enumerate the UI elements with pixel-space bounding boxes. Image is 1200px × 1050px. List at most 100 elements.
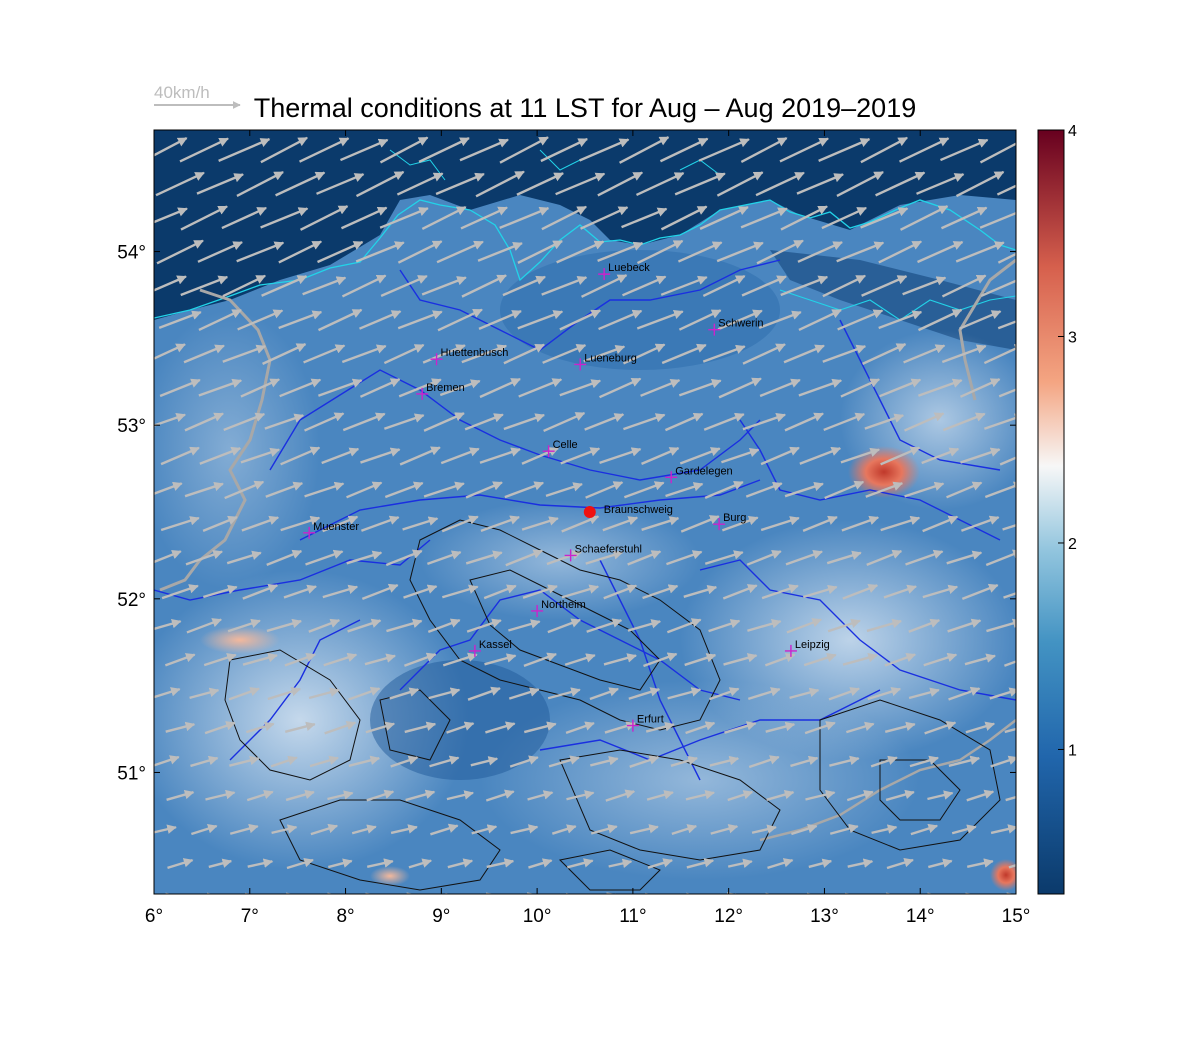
wind-arrow bbox=[721, 516, 759, 532]
wind-arrow bbox=[183, 344, 225, 364]
wind-arrow bbox=[437, 308, 483, 332]
wind-arrow bbox=[685, 721, 716, 735]
wind-arrow bbox=[249, 929, 272, 935]
wind-arrow bbox=[875, 171, 926, 197]
wind-arrow bbox=[724, 721, 757, 734]
wind-arrow bbox=[723, 653, 758, 666]
x-tick-label: 6° bbox=[145, 906, 163, 927]
wind-arrow bbox=[202, 515, 238, 533]
wind-arrow bbox=[348, 686, 381, 701]
wind-arrow bbox=[623, 481, 665, 499]
wind-arrow bbox=[699, 206, 749, 230]
wind-arrow bbox=[483, 584, 517, 600]
wind-arrow bbox=[436, 240, 484, 264]
wind-arrow bbox=[789, 687, 820, 700]
wind-arrow bbox=[965, 721, 996, 734]
wind-arrow bbox=[368, 929, 392, 935]
wind-arrow bbox=[880, 515, 921, 532]
wind-arrow bbox=[870, 755, 898, 768]
wind-arrow bbox=[910, 823, 939, 836]
wind-arrow bbox=[597, 241, 644, 263]
wind-arrow bbox=[599, 447, 642, 465]
wind-arrow bbox=[523, 721, 557, 734]
wind-arrow bbox=[629, 755, 660, 768]
city-marker bbox=[531, 604, 544, 617]
wind-arrow bbox=[871, 824, 898, 835]
wind-arrow bbox=[905, 549, 944, 566]
wind-arrow bbox=[446, 790, 474, 801]
wind-arrow bbox=[359, 378, 401, 398]
map-panel: Luebeck Schwerin Huettenbusch Lueneburg Brem… bbox=[154, 130, 1016, 935]
colorbar-gradient bbox=[1037, 129, 1065, 895]
wind-arrow bbox=[348, 755, 381, 767]
wind-arrow bbox=[961, 515, 1000, 532]
wind-arrow bbox=[628, 687, 661, 700]
wind-arrow bbox=[842, 583, 879, 600]
wind-arrow bbox=[408, 858, 432, 869]
wind-arrow bbox=[227, 618, 261, 633]
wind-arrow bbox=[197, 241, 243, 263]
wind-arrow bbox=[304, 412, 345, 432]
wind-arrow bbox=[460, 206, 508, 230]
site-label: Braunschweig bbox=[604, 504, 673, 516]
wind-arrow bbox=[328, 858, 353, 869]
wind-arrow bbox=[196, 173, 244, 195]
wind-arrow bbox=[559, 309, 602, 331]
wind-arrow bbox=[342, 412, 386, 432]
wind-arrow bbox=[486, 858, 515, 869]
wind-arrow bbox=[528, 858, 553, 869]
wind-arrow bbox=[465, 550, 503, 565]
wind-arrow bbox=[540, 137, 588, 163]
wind-arrow bbox=[742, 413, 786, 431]
wind-arrow bbox=[154, 481, 183, 495]
wind-arrow bbox=[810, 929, 831, 935]
wind-arrow bbox=[278, 310, 323, 330]
wind-arrow bbox=[640, 378, 681, 397]
wind-arrow bbox=[990, 755, 1016, 768]
map-frame bbox=[153, 129, 1017, 895]
wind-arrow bbox=[427, 618, 461, 634]
wind-arrow bbox=[310, 823, 339, 836]
wind-arrow bbox=[941, 344, 987, 364]
wind-arrow bbox=[365, 721, 396, 734]
wind-arrow bbox=[899, 137, 950, 163]
city-label: Celle bbox=[553, 439, 578, 451]
wind-arrow bbox=[351, 824, 377, 835]
wind-arrow bbox=[709, 687, 740, 701]
wind-arrow bbox=[866, 549, 903, 566]
wind-arrow bbox=[516, 172, 564, 196]
wind-arrow bbox=[324, 720, 357, 735]
wind-arrow bbox=[685, 789, 715, 801]
wind-arrow bbox=[240, 378, 280, 398]
wind-arrow bbox=[547, 618, 582, 634]
wind-arrow bbox=[154, 137, 188, 157]
wind-arrow bbox=[883, 584, 917, 599]
wind-arrow bbox=[921, 447, 960, 465]
city-marker bbox=[784, 644, 797, 657]
wind-arrow bbox=[402, 516, 439, 531]
wind-arrow bbox=[158, 310, 202, 329]
wind-arrow bbox=[503, 343, 545, 365]
wind-arrow bbox=[966, 858, 994, 869]
wind-arrow bbox=[983, 413, 1016, 430]
wind-arrow bbox=[529, 930, 551, 934]
wind-arrow bbox=[660, 275, 708, 296]
wind-arrow bbox=[928, 858, 953, 869]
wind-arrow bbox=[717, 309, 763, 331]
wind-arrow bbox=[641, 516, 680, 531]
wind-arrow bbox=[323, 652, 358, 667]
wind-arrow bbox=[979, 211, 1016, 229]
wind-arrow bbox=[643, 652, 678, 668]
wind-arrow bbox=[878, 310, 923, 330]
wind-arrow bbox=[823, 412, 866, 432]
wind-arrow bbox=[316, 173, 365, 195]
wind-arrow bbox=[383, 413, 425, 430]
city-label: Huettenbusch bbox=[441, 347, 509, 359]
wind-arrow bbox=[709, 755, 740, 767]
wind-arrow bbox=[317, 308, 363, 332]
wind-arrow bbox=[890, 930, 910, 934]
wind-arrow bbox=[541, 205, 587, 231]
wind-arrow bbox=[645, 892, 656, 894]
wind-arrow bbox=[168, 930, 192, 935]
